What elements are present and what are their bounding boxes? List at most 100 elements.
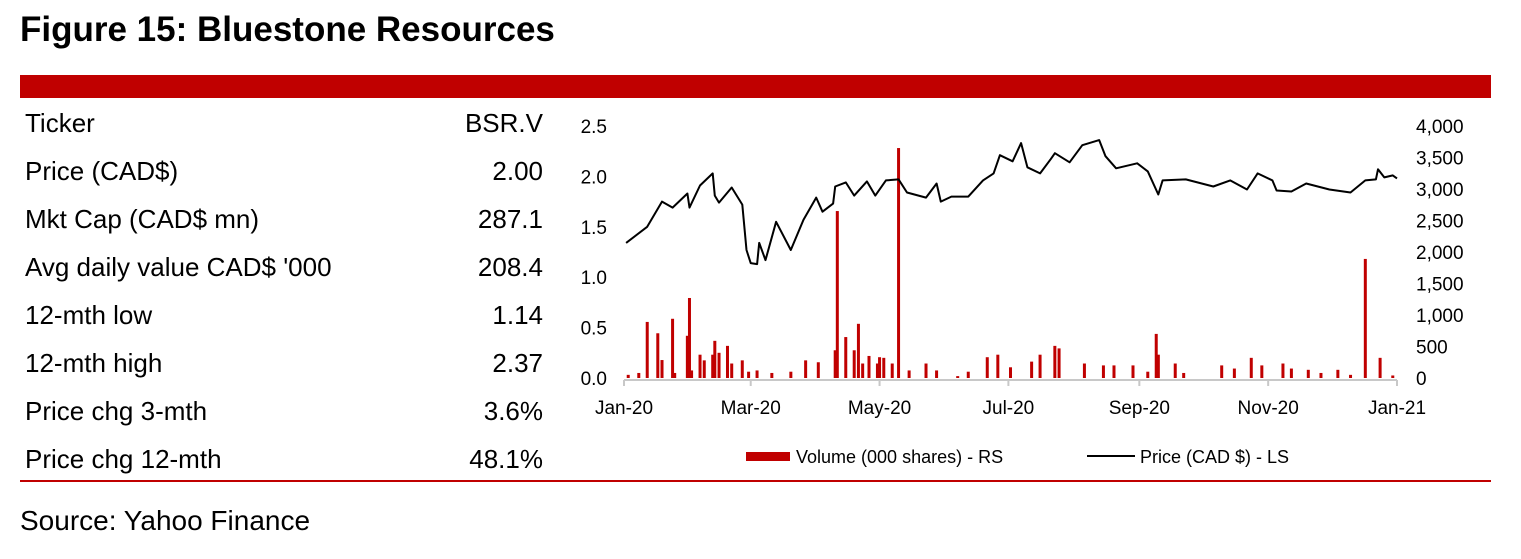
volume-bar [966,371,970,378]
volume-bar [698,354,702,378]
volume-bar [852,350,856,378]
left-tick-label: 1.0 [581,268,607,289]
volume-bar [1306,369,1310,378]
volume-bar [690,370,694,378]
volume-bar [1281,363,1285,378]
stat-label: Avg daily value CAD$ '000 [25,252,332,282]
volume-bar [1249,357,1253,378]
volume-bar [1146,371,1150,378]
right-tick-label: 1,500 [1416,275,1464,296]
volume-bar [1053,345,1057,378]
volume-bar [687,297,691,378]
volume-bar [1349,374,1353,378]
volume-bar [924,363,928,378]
stat-label: Ticker [25,108,95,138]
volume-bar [730,363,734,378]
volume-bar [882,357,886,378]
volume-bar [844,337,848,378]
stat-row: 12-mth low 1.14 [25,300,543,340]
volume-bar [1220,365,1224,378]
legend-price-label: Price (CAD $) - LS [1140,447,1289,467]
left-tick-label: 2.5 [581,117,607,138]
legend-volume-label: Volume (000 shares) - RS [796,447,1003,467]
stat-value: 1.14 [492,300,543,330]
volume-bar [673,372,677,378]
volume-bar [725,345,729,378]
volume-bar [1260,365,1264,378]
volume-bar [770,372,774,378]
right-tick-label: 500 [1416,338,1448,359]
stat-value: 3.6% [483,396,543,426]
stat-label: 12-mth high [25,348,163,378]
stat-label: Mkt Cap (CAD$ mn) [25,204,260,234]
stat-row: Price chg 3-mth 3.6% [25,396,543,436]
volume-bar [878,357,882,378]
volume-bar [1336,369,1340,378]
volume-bar [897,148,901,378]
volume-bar [747,371,751,378]
left-axis-ticks: 0.0 0.5 1.0 1.5 2.0 2.5 [581,117,607,390]
right-tick-label: 2,500 [1416,212,1464,233]
volume-bar [816,362,820,378]
right-tick-label: 3,000 [1416,180,1464,201]
volume-bar [1009,367,1012,378]
volume-bar [1038,354,1042,378]
volume-bar [755,370,759,378]
volume-bar [1363,258,1367,378]
header-red-bar [20,75,1491,98]
volume-bar [1391,375,1395,378]
volume-bar [835,211,839,378]
volume-bar [702,360,706,378]
volume-bar [789,371,793,378]
stat-row: Mkt Cap (CAD$ mn) 287.1 [25,204,543,244]
right-axis-ticks: 0 500 1,000 1,500 2,000 2,500 3,000 3,500 4,000 [1416,117,1464,390]
volume-bar [1378,357,1382,378]
volume-bar [713,340,717,378]
x-axis-ticks: Jan-20 Mar-20 May-20 Jul-20 Sep-20 Nov-20 Jan-… [595,380,1426,419]
volume-bar [1319,372,1323,378]
volume-bar [1289,368,1293,378]
right-tick-label: 2,000 [1416,243,1464,264]
volume-bar [1101,365,1105,378]
volume-bar [907,370,911,378]
volume-bar [626,374,630,378]
volume-bar [671,318,675,378]
volume-bar [985,357,989,378]
x-tick-label: Jan-20 [595,398,653,419]
volume-bar [711,354,715,378]
x-tick-label: Jul-20 [983,398,1035,419]
stat-row: Price chg 12-mth 48.1% [25,444,543,484]
left-tick-label: 2.0 [581,167,607,188]
left-tick-label: 1.5 [581,218,607,239]
volume-bar [856,323,860,378]
volume-bar [890,363,894,378]
volume-bar [1154,333,1158,378]
volume-bar [996,354,1000,378]
stat-value: 208.4 [477,252,543,282]
stat-row: 12-mth high 2.37 [25,348,543,388]
stat-row: Avg daily value CAD$ '000 208.4 [25,252,543,292]
volume-bar [660,360,664,378]
legend: Volume (000 shares) - RS Price (CAD $) -… [746,447,1289,467]
x-tick-label: Mar-20 [721,398,781,419]
source-note: Source: Yahoo Finance [20,505,311,536]
volume-bar [1112,365,1116,378]
stat-row: Price (CAD$) 2.00 [25,156,543,196]
right-tick-label: 0 [1416,369,1427,390]
volume-bar [1057,348,1061,378]
x-tick-label: May-20 [848,398,911,419]
left-tick-label: 0.0 [581,369,607,390]
legend-volume-swatch [746,452,790,461]
stat-value: 48.1% [469,444,543,474]
right-tick-label: 1,000 [1416,306,1464,327]
volume-bar [875,363,879,378]
stat-label: Price (CAD$) [25,156,179,186]
x-tick-label: Sep-20 [1109,398,1170,419]
bottom-divider [20,480,1491,482]
stat-value: 287.1 [477,204,543,234]
volume-bar [861,363,865,378]
volume-bar [740,360,744,378]
stat-value: 2.00 [492,156,543,186]
volume-bar [804,360,808,378]
